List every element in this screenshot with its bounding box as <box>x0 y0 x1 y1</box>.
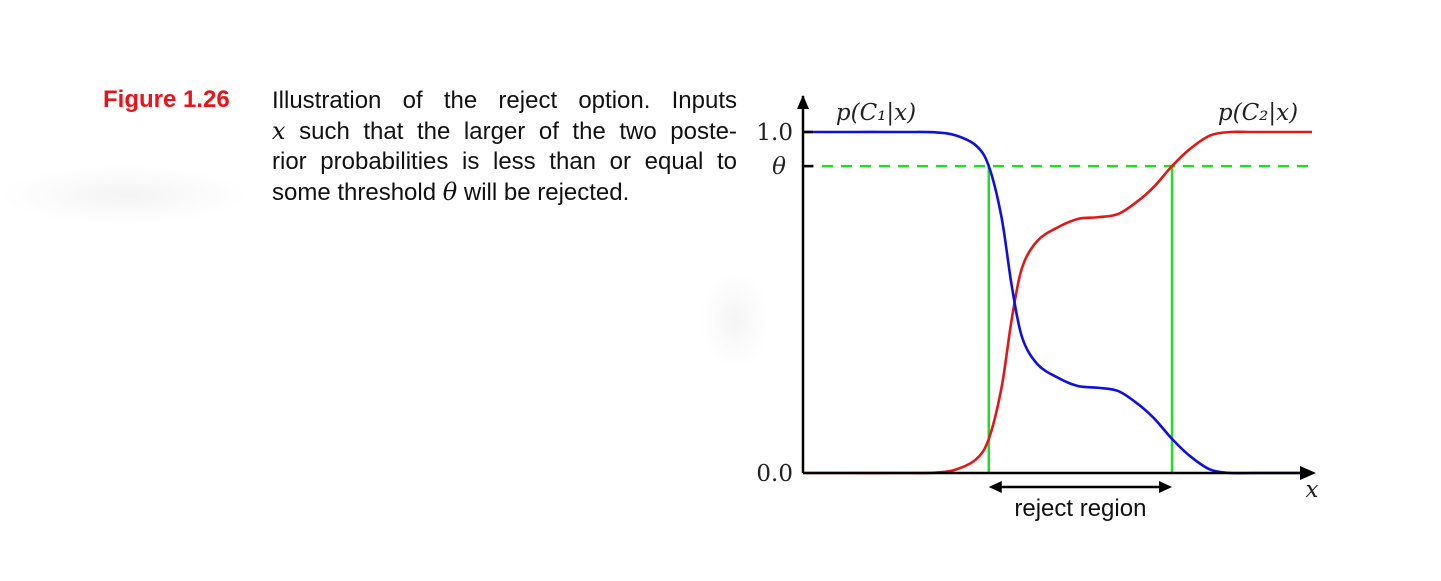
series-label-c1: p(C₁|x) <box>836 100 916 126</box>
caption-text: will be rejected. <box>457 179 630 206</box>
caption-math-symbol: x <box>272 117 286 145</box>
series-label-c2: p(C₂|x) <box>1218 100 1298 126</box>
background-smudge <box>0 165 250 225</box>
caption-line: some threshold θ will be rejected. <box>272 177 737 208</box>
series-line-c1 <box>803 130 1312 475</box>
reject-arrowhead-right <box>1159 481 1173 493</box>
series-line-c2 <box>803 130 1312 475</box>
caption-text: some threshold <box>272 179 443 206</box>
caption-line: Illustration of the reject option. Input… <box>272 86 737 116</box>
caption-text: such that the larger of the two poste- <box>285 118 737 145</box>
x-axis-arrowhead <box>1300 466 1316 480</box>
caption-math-symbol: θ <box>442 178 458 206</box>
y-tick-label: 1.0 <box>756 120 793 146</box>
caption-line: x such that the larger of the two poste- <box>272 116 737 147</box>
y-tick-label: 0.0 <box>756 461 793 487</box>
figure-label: Figure 1.26 <box>103 86 230 113</box>
figure-caption: Illustration of the reject option. Input… <box>272 86 737 208</box>
caption-text: rior probabilities is less than or equal… <box>272 148 737 175</box>
threshold-label: θ <box>772 154 786 180</box>
reject-region-label: reject region <box>1014 495 1146 522</box>
reject-arrowhead-left <box>988 481 1002 493</box>
x-axis-label: x <box>1306 477 1319 503</box>
caption-line: rior probabilities is less than or equal… <box>272 147 737 177</box>
caption-text: Illustration of the reject option. Input… <box>272 87 737 114</box>
background-smudge <box>700 270 770 370</box>
